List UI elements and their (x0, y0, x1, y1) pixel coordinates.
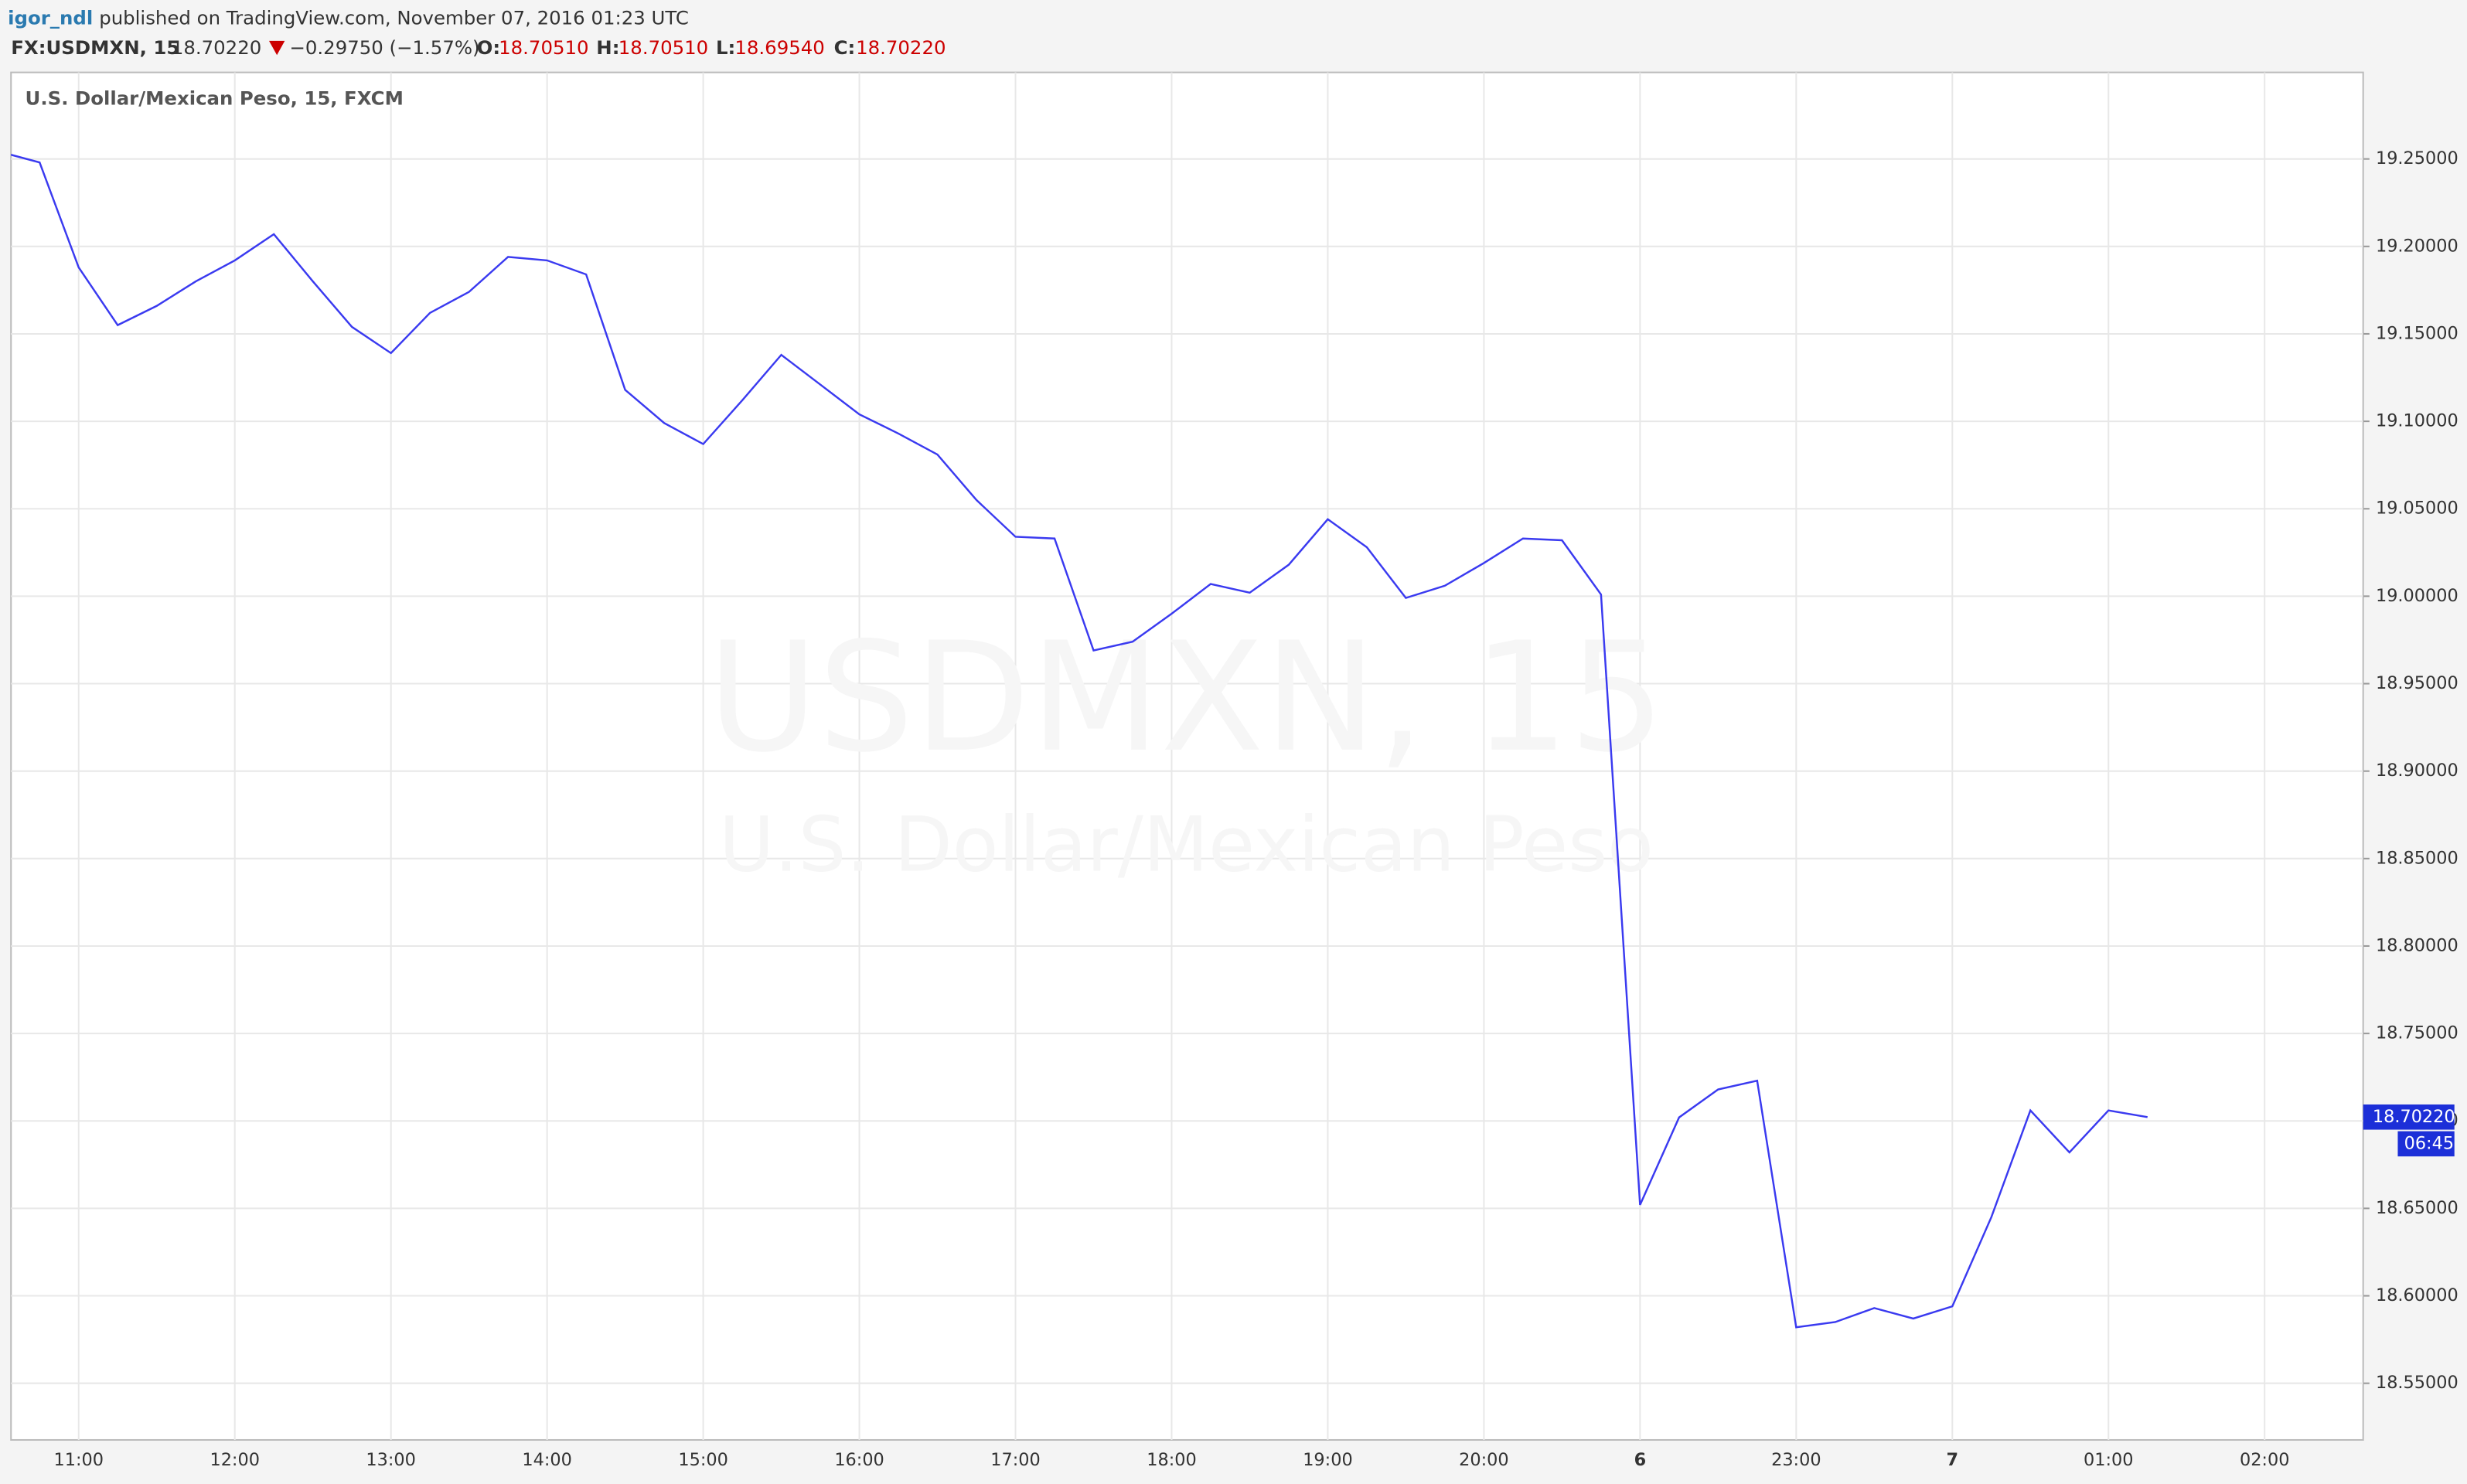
x-tick-label: 7 (1946, 1450, 1958, 1470)
open: 18.70510 (499, 36, 588, 59)
close-label: C: (834, 36, 856, 59)
high-label: H: (596, 36, 619, 59)
x-tick-label: 14:00 (522, 1450, 571, 1470)
y-tick-label: 19.20000 (2376, 236, 2458, 256)
price-label: 18.70220 (2373, 1107, 2455, 1127)
low-label: L: (716, 36, 735, 59)
x-tick-label: 20:00 (1459, 1450, 1508, 1470)
x-tick-label: 01:00 (2084, 1450, 2133, 1470)
user: igor_ndl (8, 6, 93, 29)
y-tick-label: 19.15000 (2376, 323, 2458, 343)
x-tick-label: 12:00 (210, 1450, 259, 1470)
x-tick-label: 15:00 (678, 1450, 727, 1470)
x-tick-label: 19:00 (1303, 1450, 1352, 1470)
y-tick-label: 19.00000 (2376, 586, 2458, 606)
price-line (11, 153, 2148, 1329)
x-tick-label: 16:00 (834, 1450, 884, 1470)
symbol: FX:USDMXN, 15 (11, 36, 179, 59)
watermark-sub: U.S. Dollar/Mexican Peso (719, 801, 1654, 889)
countdown-box (2397, 1131, 2455, 1157)
watermark: USDMXN, 15 (707, 611, 1665, 786)
published: published on TradingView.com, November 0… (99, 6, 689, 29)
x-tick-label: 6 (1634, 1450, 1647, 1470)
y-tick-label: 18.65000 (2376, 1198, 2458, 1218)
low: 18.69540 (734, 36, 824, 59)
open-label: O: (477, 36, 501, 59)
y-tick-label: 18.55000 (2376, 1373, 2458, 1393)
last-price: 18.70220 (172, 36, 261, 59)
legend: U.S. Dollar/Mexican Peso, 15, FXCM (26, 87, 404, 109)
change: −0.29750 (−1.57%) (289, 36, 479, 59)
close: 18.70220 (856, 36, 946, 59)
high: 18.70510 (618, 36, 708, 59)
x-tick-label: 02:00 (2240, 1450, 2289, 1470)
y-tick-label: 18.60000 (2376, 1285, 2458, 1305)
y-tick-label: 19.05000 (2376, 499, 2458, 519)
y-tick-label: 19.25000 (2376, 148, 2458, 168)
y-tick-label: 18.90000 (2376, 761, 2458, 781)
plot (11, 153, 2148, 1329)
x-tick-label: 18:00 (1147, 1450, 1196, 1470)
x-tick-label: 17:00 (990, 1450, 1040, 1470)
x-tick-label: 23:00 (1771, 1450, 1821, 1470)
y-tick-label: 18.85000 (2376, 848, 2458, 868)
price-marker (2363, 1104, 2455, 1130)
x-tick-label: 11:00 (54, 1450, 104, 1470)
countdown: 06:45 (2404, 1133, 2454, 1153)
y-tick-label: 18.95000 (2376, 673, 2458, 693)
x-tick-label: 13:00 (366, 1450, 415, 1470)
y-tick-label: 19.10000 (2376, 411, 2458, 431)
plot-area (10, 71, 2364, 1441)
down-arrow (268, 40, 285, 56)
y-tick-label: 18.80000 (2376, 935, 2458, 955)
y-tick-label: 18.75000 (2376, 1023, 2458, 1043)
